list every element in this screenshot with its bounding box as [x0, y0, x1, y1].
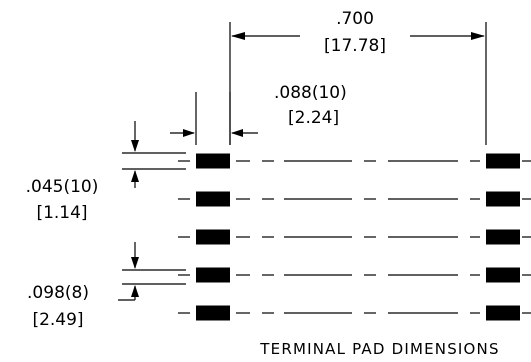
pad-width-mm-label: [2.24] [288, 108, 339, 128]
arrowhead-right [471, 32, 485, 40]
pad-pitch-mm-label: [2.49] [32, 310, 83, 330]
terminal-pad-left [196, 305, 230, 321]
overall-width-mm-label: [17.78] [324, 36, 386, 56]
arrowhead-pad-height-bottom [131, 170, 139, 182]
arrowhead-pad-width-right [231, 129, 243, 137]
pad-row [178, 267, 531, 283]
terminal-pad-left [196, 191, 230, 207]
drawing-caption: TERMINAL PAD DIMENSIONS [259, 340, 499, 358]
arrowhead-left [231, 32, 245, 40]
terminal-pad-right [486, 267, 520, 283]
terminal-pad-left [196, 267, 230, 283]
pad-row [178, 191, 531, 207]
terminal-pad-left [196, 229, 230, 245]
terminal-pad-left [196, 153, 230, 169]
pad-row [178, 229, 531, 245]
terminal-pad-right [486, 305, 520, 321]
pad-rows [178, 153, 531, 321]
arrowhead-pad-height-top [131, 140, 139, 152]
pad-width-dimension: .088(10) [2.24] [170, 83, 347, 145]
pad-height-inch-label: .045(10) [26, 177, 99, 197]
terminal-pad-right [486, 191, 520, 207]
pad-height-mm-label: [1.14] [36, 203, 87, 223]
overall-width-inch-label: .700 [336, 9, 374, 29]
terminal-pad-right [486, 153, 520, 169]
pad-pitch-dimension: .098(8) [2.49] [27, 242, 186, 330]
arrowhead-pitch-bottom [131, 285, 139, 297]
pad-width-inch-label: .088(10) [274, 83, 347, 103]
arrowhead-pitch-top [131, 257, 139, 269]
pad-pitch-inch-label: .098(8) [27, 283, 89, 303]
pad-row [178, 305, 531, 321]
pad-height-dimension: .045(10) [1.14] [26, 121, 186, 223]
overall-width-dimension: .700 [17.78] [229, 9, 487, 145]
arrowhead-pad-width-left [183, 129, 195, 137]
terminal-pad-right [486, 229, 520, 245]
pad-row [178, 153, 531, 169]
